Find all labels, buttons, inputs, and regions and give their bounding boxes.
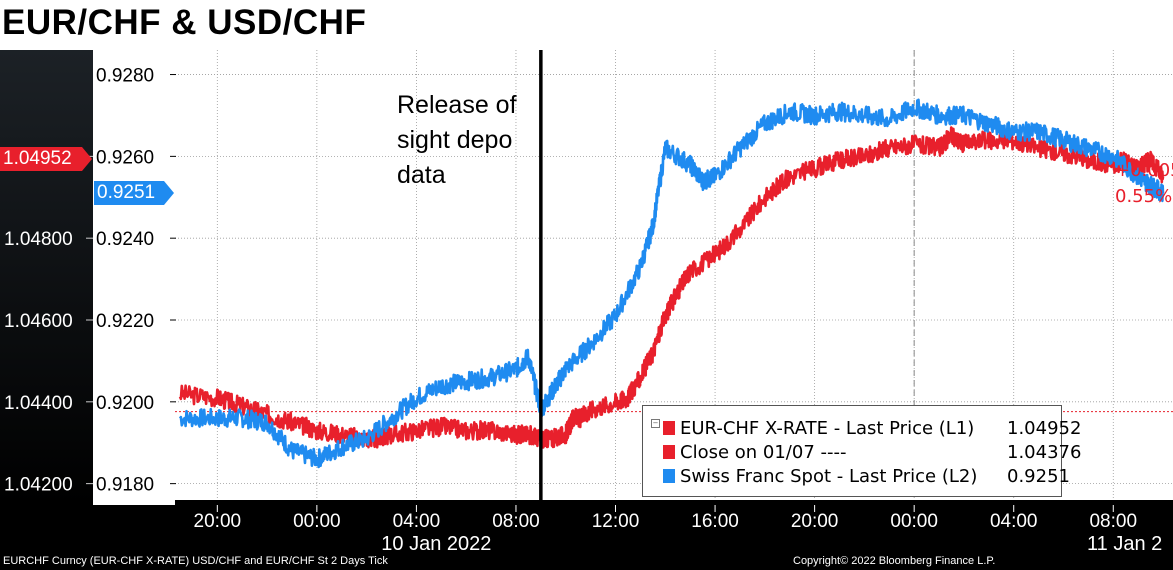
left-axis-tick-label: 1.04600 <box>4 311 73 332</box>
series-line-usdchf <box>178 98 1165 469</box>
footer-copyright: Copyright© 2022 Bloomberg Finance L.P. <box>793 555 996 567</box>
x-axis-tick-label: 00:00 <box>890 511 938 532</box>
legend-swatch-close <box>663 445 675 459</box>
left-axis-tick-label: 1.04800 <box>4 229 73 250</box>
chart-title: EUR/CHF & USD/CHF <box>2 3 367 42</box>
legend-swatch-l1 <box>663 421 675 435</box>
x-axis-tick-label: 08:00 <box>492 511 540 532</box>
x-axis-tick-label: 12:00 <box>592 511 640 532</box>
legend-swatch-l2 <box>663 469 675 483</box>
x-axis-panel <box>0 505 1173 555</box>
legend[interactable]: − EUR-CHF X-RATE - Last Price (L1) 1.049… <box>642 405 1081 497</box>
change-abs: +0.005 <box>1115 160 1173 181</box>
x-axis-tick-label: 08:00 <box>1089 511 1137 532</box>
right-axis-tick-label: 0.9240 <box>96 229 154 250</box>
left-axis-panel <box>0 50 93 505</box>
legend-label-l1: EUR-CHF X-RATE - Last Price (L1) <box>680 418 975 439</box>
change-pct: 0.55% <box>1115 186 1173 207</box>
legend-collapse-icon[interactable]: − <box>651 419 660 428</box>
right-axis-tick-label: 0.9260 <box>96 147 154 168</box>
footer-source: EURCHF Curncy (EUR-CHF X-RATE) USD/CHF a… <box>3 555 388 567</box>
x-axis-tick-label: 00:00 <box>293 511 341 532</box>
left-axis-tick-label: 1.04200 <box>4 475 73 496</box>
legend-item-l2: Swiss Franc Spot - Last Price (L2) 0.925… <box>663 466 1070 490</box>
legend-label-l2: Swiss Franc Spot - Last Price (L2) <box>680 466 978 487</box>
last-price-tag-l2: 0.9251 <box>94 181 174 205</box>
x-axis-date-label: 10 Jan 2022 <box>381 533 491 555</box>
right-axis-tick-label: 0.9200 <box>96 393 154 414</box>
x-axis-tick-label: 04:00 <box>393 511 441 532</box>
event-annotation-line-1: Release of <box>397 91 517 119</box>
x-axis-tick-label: 16:00 <box>691 511 739 532</box>
event-annotation-line-2: sight depo <box>397 126 513 154</box>
series-line-eurchf <box>178 126 1165 449</box>
legend-item-close: Close on 01/07 ---- 1.04376 <box>663 442 1081 466</box>
last-price-tag-l1: 1.04952 <box>0 147 92 171</box>
title-bar <box>0 0 1173 50</box>
right-axis-tick-label: 0.9220 <box>96 311 154 332</box>
x-axis-tick-label: 20:00 <box>194 511 242 532</box>
left-axis-tick-label: 1.04400 <box>4 393 73 414</box>
legend-label-close: Close on 01/07 ---- <box>680 442 847 463</box>
x-axis-date-label: 11 Jan 2 <box>1087 533 1162 555</box>
x-axis-tick-label: 04:00 <box>990 511 1038 532</box>
right-axis-tick-label: 0.9280 <box>96 66 154 87</box>
legend-item-l1: EUR-CHF X-RATE - Last Price (L1) 1.04952 <box>663 418 1081 442</box>
event-annotation: Release of sight depo data <box>397 88 517 193</box>
x-axis-tick-label: 20:00 <box>791 511 839 532</box>
right-axis-tick-label: 0.9180 <box>96 475 154 496</box>
legend-value-l2: 0.9251 <box>1007 466 1070 487</box>
legend-value-l1: 1.04952 <box>1007 418 1082 439</box>
legend-value-close: 1.04376 <box>1007 442 1082 463</box>
right-axis-panel <box>93 50 175 505</box>
event-annotation-line-3: data <box>397 161 446 189</box>
